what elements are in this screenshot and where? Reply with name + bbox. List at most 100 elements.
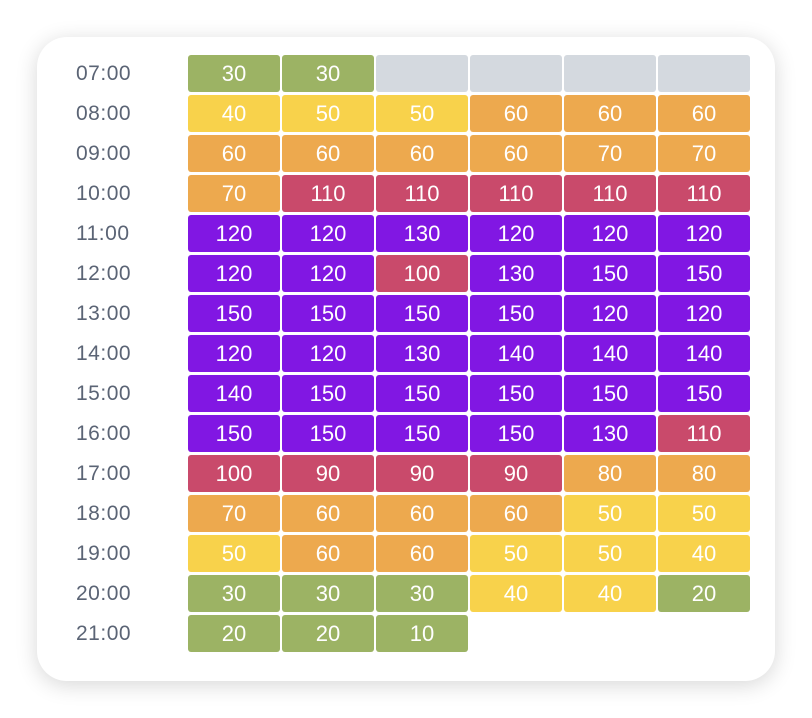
value-cell[interactable]: 50	[658, 495, 750, 532]
value-cell[interactable]: 40	[470, 575, 562, 612]
value-cell[interactable]: 140	[564, 335, 656, 372]
value-cell[interactable]: 140	[188, 375, 280, 412]
value-cell[interactable]: 20	[658, 575, 750, 612]
value-cell[interactable]: 60	[282, 495, 374, 532]
value-cell[interactable]: 80	[564, 455, 656, 492]
empty-slot-cell[interactable]	[376, 55, 468, 92]
value-cell[interactable]: 60	[658, 95, 750, 132]
value-cell[interactable]: 10	[376, 615, 468, 652]
value-cell[interactable]: 60	[564, 95, 656, 132]
value-cell[interactable]: 130	[470, 255, 562, 292]
time-label: 15:00	[76, 382, 132, 405]
value-cell[interactable]: 60	[282, 535, 374, 572]
value-cell[interactable]: 70	[188, 175, 280, 212]
value-cell[interactable]: 120	[188, 255, 280, 292]
grid-row: 12:00 120 120 100 130 150 150	[37, 255, 775, 292]
value-cell[interactable]: 150	[282, 375, 374, 412]
value-cell[interactable]: 100	[188, 455, 280, 492]
empty-slot-cell[interactable]	[564, 55, 656, 92]
value-cell[interactable]: 120	[282, 335, 374, 372]
value-cell[interactable]: 150	[376, 415, 468, 452]
value-cell[interactable]: 150	[470, 375, 562, 412]
value-cell[interactable]: 60	[282, 135, 374, 172]
value-cell[interactable]: 90	[376, 455, 468, 492]
value-cell[interactable]: 30	[188, 575, 280, 612]
value-cell[interactable]: 110	[376, 175, 468, 212]
value-cell[interactable]: 120	[282, 255, 374, 292]
value-cell[interactable]: 120	[188, 335, 280, 372]
value-cell[interactable]: 30	[188, 55, 280, 92]
time-label: 11:00	[76, 222, 130, 245]
value-cell[interactable]: 120	[658, 215, 750, 252]
empty-slot-cell[interactable]	[470, 55, 562, 92]
grid-row: 19:00 50 60 60 50 50 40	[37, 535, 775, 572]
value-cell[interactable]: 150	[564, 375, 656, 412]
value-cell[interactable]: 150	[658, 375, 750, 412]
value-cell[interactable]: 140	[658, 335, 750, 372]
value-cell[interactable]: 50	[188, 535, 280, 572]
value-cell[interactable]: 150	[376, 375, 468, 412]
value-cell[interactable]: 50	[564, 495, 656, 532]
value-cell[interactable]: 60	[376, 535, 468, 572]
value-cell[interactable]: 50	[282, 95, 374, 132]
value-cell[interactable]: 40	[188, 95, 280, 132]
value-cell[interactable]: 50	[470, 535, 562, 572]
value-cell[interactable]: 150	[282, 295, 374, 332]
value-cell[interactable]: 60	[470, 495, 562, 532]
value-cell[interactable]: 40	[564, 575, 656, 612]
value-cell[interactable]: 90	[282, 455, 374, 492]
value-cell[interactable]: 80	[658, 455, 750, 492]
value-cell[interactable]: 120	[188, 215, 280, 252]
value-cell[interactable]: 60	[470, 135, 562, 172]
value-cell[interactable]: 120	[658, 295, 750, 332]
value-cell[interactable]: 20	[188, 615, 280, 652]
value-cell[interactable]: 70	[188, 495, 280, 532]
value-cell[interactable]: 150	[188, 415, 280, 452]
value-cell[interactable]: 30	[376, 575, 468, 612]
value-cell[interactable]: 100	[376, 255, 468, 292]
value-cell[interactable]: 110	[470, 175, 562, 212]
value-cell[interactable]: 60	[470, 95, 562, 132]
value-cell[interactable]: 120	[282, 215, 374, 252]
time-label: 10:00	[76, 182, 132, 205]
value-cell[interactable]: 140	[470, 335, 562, 372]
value-cell[interactable]: 150	[470, 415, 562, 452]
time-label: 16:00	[76, 422, 132, 445]
value-cell[interactable]: 150	[188, 295, 280, 332]
value-cell[interactable]: 150	[470, 295, 562, 332]
value-cell[interactable]: 30	[282, 55, 374, 92]
value-cell[interactable]: 110	[658, 175, 750, 212]
value-cell[interactable]: 150	[282, 415, 374, 452]
value-cell[interactable]: 120	[470, 215, 562, 252]
value-cell[interactable]: 120	[564, 295, 656, 332]
value-cell[interactable]: 150	[564, 255, 656, 292]
value-cell[interactable]: 60	[376, 495, 468, 532]
value-cell[interactable]: 120	[564, 215, 656, 252]
value-cell[interactable]: 70	[564, 135, 656, 172]
time-label: 18:00	[76, 502, 132, 525]
value-cell[interactable]: 130	[376, 335, 468, 372]
value-cell[interactable]: 150	[658, 255, 750, 292]
value-cell[interactable]: 110	[564, 175, 656, 212]
value-cell[interactable]: 130	[376, 215, 468, 252]
grid-row: 08:00 40 50 50 60 60 60	[37, 95, 775, 132]
grid-row: 14:00 120 120 130 140 140 140	[37, 335, 775, 372]
empty-slot-cell[interactable]	[658, 55, 750, 92]
grid-row: 20:00 30 30 30 40 40 20	[37, 575, 775, 612]
value-cell[interactable]: 110	[658, 415, 750, 452]
value-cell[interactable]: 20	[282, 615, 374, 652]
value-cell[interactable]: 70	[658, 135, 750, 172]
value-cell[interactable]: 50	[376, 95, 468, 132]
value-cell[interactable]: 130	[564, 415, 656, 452]
value-cell[interactable]: 60	[376, 135, 468, 172]
grid-row: 13:00 150 150 150 150 120 120	[37, 295, 775, 332]
value-cell[interactable]: 50	[564, 535, 656, 572]
time-label: 20:00	[76, 582, 132, 605]
value-cell[interactable]: 150	[376, 295, 468, 332]
value-cell[interactable]: 40	[658, 535, 750, 572]
value-cell[interactable]: 90	[470, 455, 562, 492]
time-label: 12:00	[76, 262, 132, 285]
value-cell[interactable]: 30	[282, 575, 374, 612]
value-cell[interactable]: 110	[282, 175, 374, 212]
value-cell[interactable]: 60	[188, 135, 280, 172]
